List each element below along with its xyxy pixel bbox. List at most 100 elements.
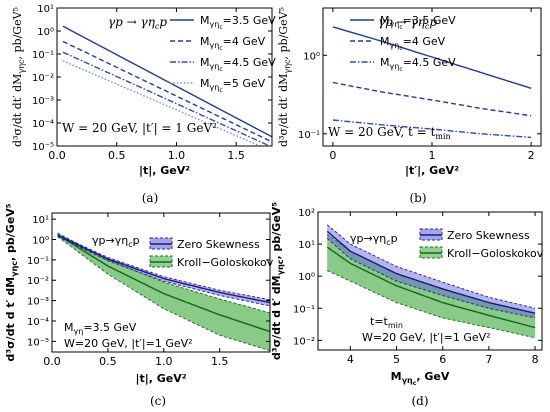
panel-caption: (a) — [142, 191, 159, 205]
y-tick-label: 10⁻¹ — [32, 50, 54, 61]
panel-caption: (c) — [150, 394, 166, 408]
x-tick-label: 0.0 — [43, 355, 61, 368]
legend-label: Mγηc=4.5 GeV — [200, 56, 276, 73]
y-tick-label: 10⁻³ — [27, 297, 49, 308]
series-group — [62, 25, 272, 146]
legend-label: Mγηc=4.5 GeV — [380, 56, 456, 73]
x-tick-label: 7 — [485, 353, 492, 366]
series-line — [62, 60, 262, 146]
y-tick-label: 10⁰ — [298, 272, 315, 283]
process-label: γp→γηcp — [350, 232, 398, 247]
x-tick-label: 4 — [347, 353, 354, 366]
series-group — [57, 232, 270, 352]
y-tick-label: 10⁻² — [27, 276, 49, 287]
legend-label: Mγηc=4 GeV — [200, 35, 266, 52]
legend-label: Mγηc=4 GeV — [380, 35, 446, 52]
series-line — [332, 119, 532, 139]
series-line — [332, 81, 532, 117]
y-tick-label: 10⁻⁵ — [27, 337, 49, 348]
y-tick-label: 10⁻⁴ — [27, 317, 49, 328]
band-edge — [326, 224, 536, 309]
legend-label: Zero Skewness — [177, 238, 260, 251]
x-tick-label: 0.5 — [108, 149, 126, 162]
x-tick-label: 0.5 — [99, 355, 117, 368]
y-tick-label: 10⁻² — [293, 336, 315, 347]
y-tick-label: 10⁰ — [32, 236, 49, 247]
panel-caption: (d) — [411, 394, 428, 408]
x-tick-label: 0.0 — [48, 149, 66, 162]
y-tick-label: 10⁰ — [303, 51, 320, 62]
y-tick-label: 10⁻⁴ — [32, 119, 54, 130]
y-tick-label: 10⁻¹ — [298, 130, 320, 141]
series-line — [62, 51, 272, 146]
x-tick-label: 2 — [528, 149, 535, 162]
x-tick-label: 1.5 — [211, 355, 229, 368]
series-line — [332, 26, 532, 89]
x-tick-label: 6 — [439, 353, 446, 366]
series-line — [326, 246, 536, 329]
annotation: Mγη=3.5 GeV — [64, 321, 137, 336]
panel-caption: (b) — [409, 191, 426, 205]
y-axis-label: d³σ/dt d t′ dMγηc, pb/GeV⁵ — [270, 202, 285, 360]
series-group — [332, 26, 532, 139]
legend-label: Mγηc=3.5 GeV — [200, 14, 276, 31]
annotation: W = 20 GeV, |t′| = 1 GeV² — [62, 121, 217, 135]
y-tick-label: 10¹ — [298, 240, 315, 251]
series-band — [327, 234, 536, 338]
y-tick-label: 10⁻² — [32, 73, 54, 84]
annotation: t=tmin — [370, 315, 403, 330]
series-line — [62, 25, 272, 138]
y-tick-label: 10¹ — [32, 215, 49, 226]
x-tick-label: 1.5 — [227, 149, 245, 162]
plot-frame — [51, 212, 271, 353]
band-edge — [326, 238, 536, 319]
process-label: γp → γηcp — [378, 15, 437, 31]
x-axis-label: |t|, GeV² — [135, 372, 186, 385]
y-tick-label: 10⁻⁵ — [32, 142, 54, 153]
x-axis-label: |t′|, GeV² — [405, 164, 459, 177]
band-edge — [57, 236, 270, 352]
y-tick-label: 10⁻¹ — [27, 256, 49, 267]
series-line — [57, 234, 270, 304]
series-line — [62, 40, 272, 143]
legend-label: Kroll−Goloskokov — [177, 256, 274, 269]
x-tick-label: 0 — [329, 149, 336, 162]
x-axis-label: Mγηc, GeV — [391, 370, 450, 387]
y-axis-label: d³σ/dt d t′ dMγηc, pb/GeV⁵ — [4, 203, 19, 361]
x-tick-label: 1 — [429, 149, 436, 162]
y-axis-label: d³σ/dt dt′ dMγηc, pb/GeV⁵ — [11, 7, 26, 147]
y-tick-label: 10⁻³ — [32, 96, 54, 107]
annotation: W=20 GeV, |t′|=1 GeV² — [362, 331, 491, 344]
series-line — [326, 230, 536, 314]
band-edge — [326, 270, 536, 339]
y-tick-label: 10¹ — [37, 4, 54, 15]
legend-label: Mγηc=5 GeV — [200, 77, 266, 94]
band-edge — [57, 236, 270, 307]
y-tick-label: 10⁰ — [37, 27, 54, 38]
band-edge — [57, 232, 270, 314]
series-line — [57, 234, 270, 333]
x-tick-label: 8 — [532, 353, 539, 366]
legend-label: Zero Skewness — [447, 229, 530, 242]
panel-a: 0.0 0.5 1.0 1.5 10¹ 10⁰ 10⁻¹ 10⁻² 10⁻³ 10⁻⁴ 10⁻⁵ Mγ… — [11, 4, 276, 205]
series-band — [57, 232, 270, 351]
x-tick-label: 1.0 — [168, 149, 186, 162]
legend-label: Kroll−Goloskokov — [447, 247, 544, 260]
panel-d: 4 5 6 7 8 10² 10¹ 10⁰ 10⁻¹ 10⁻² Zero Skewness Kroll… — [270, 202, 544, 408]
x-axis-label: |t|, GeV² — [139, 164, 190, 177]
annotation: W = 20 GeV, t = tmin — [328, 125, 451, 141]
x-tick-label: 1.0 — [155, 355, 173, 368]
y-axis-label: d³σ/dt dt′ dMγηc, pb/GeV⁵ — [277, 7, 292, 147]
panel-c: 0.0 0.5 1.0 1.5 10¹ 10⁰ 10⁻¹ 10⁻² 10⁻³ 10⁻⁴ 10⁻⁵ Ze… — [4, 203, 274, 408]
band-edge — [57, 233, 270, 301]
y-tick-label: 10⁻¹ — [293, 304, 315, 315]
process-label: γp → γηcp — [108, 15, 167, 31]
series-group — [326, 224, 536, 339]
x-tick-label: 5 — [393, 353, 400, 366]
plot-frame — [317, 211, 543, 351]
y-tick-label: 10² — [298, 208, 315, 219]
process-label: γp→γηcp — [92, 234, 140, 249]
annotation: W=20 GeV, |t′|=1 GeV² — [64, 337, 193, 350]
